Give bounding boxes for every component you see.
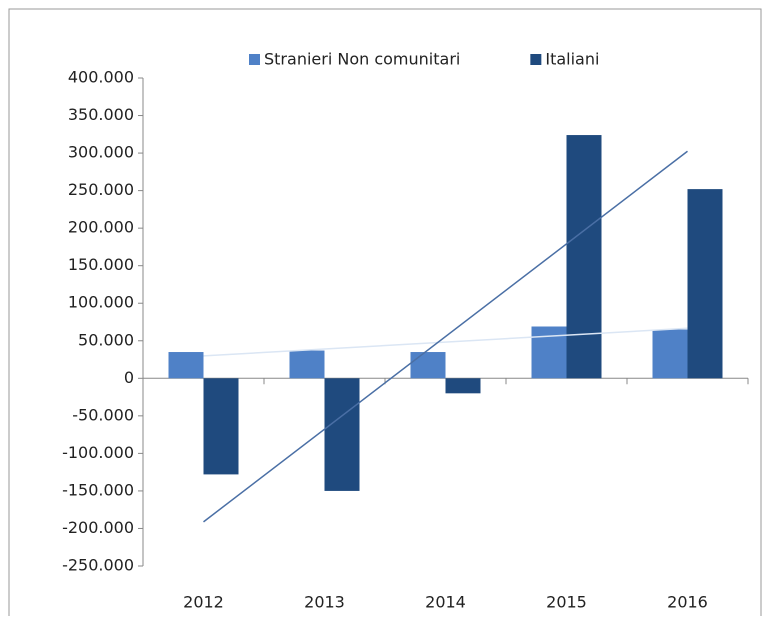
bar xyxy=(566,135,602,379)
y-tick-label: -200.000 xyxy=(62,518,134,537)
bar xyxy=(289,350,325,379)
y-tick-label: 0 xyxy=(124,368,134,387)
y-tick-label: -150.000 xyxy=(62,480,134,499)
bar xyxy=(652,329,688,379)
x-tick-label: 2013 xyxy=(304,593,345,612)
y-tick-label: 100.000 xyxy=(68,293,134,312)
y-tick-label: 250.000 xyxy=(68,180,134,199)
y-tick-label: 300.000 xyxy=(68,143,134,162)
y-tick-label: 50.000 xyxy=(78,330,134,349)
y-tick-label: 200.000 xyxy=(68,218,134,237)
x-tick-label: 2015 xyxy=(546,593,587,612)
bar xyxy=(203,378,239,475)
y-tick-label: -250.000 xyxy=(62,556,134,575)
bar xyxy=(687,189,723,379)
chart-frame xyxy=(8,8,762,620)
y-tick-label: 400.000 xyxy=(68,68,134,87)
y-tick-label: 350.000 xyxy=(68,105,134,124)
bar xyxy=(445,378,481,394)
x-tick-label: 2016 xyxy=(667,593,708,612)
bar xyxy=(410,352,446,379)
legend-label: Italiani xyxy=(545,50,599,69)
legend-label: Stranieri Non comunitari xyxy=(264,50,460,69)
trendline xyxy=(203,327,688,357)
x-tick-label: 2012 xyxy=(183,593,224,612)
y-tick-label: -100.000 xyxy=(62,443,134,462)
bar xyxy=(324,378,360,491)
bar xyxy=(531,326,567,379)
trendline xyxy=(203,150,688,523)
y-tick-label: 150.000 xyxy=(68,255,134,274)
legend-swatch xyxy=(249,54,260,65)
bar xyxy=(168,352,204,379)
x-tick-label: 2014 xyxy=(425,593,466,612)
legend-swatch xyxy=(530,54,542,65)
y-tick-label: -50.000 xyxy=(72,405,134,424)
